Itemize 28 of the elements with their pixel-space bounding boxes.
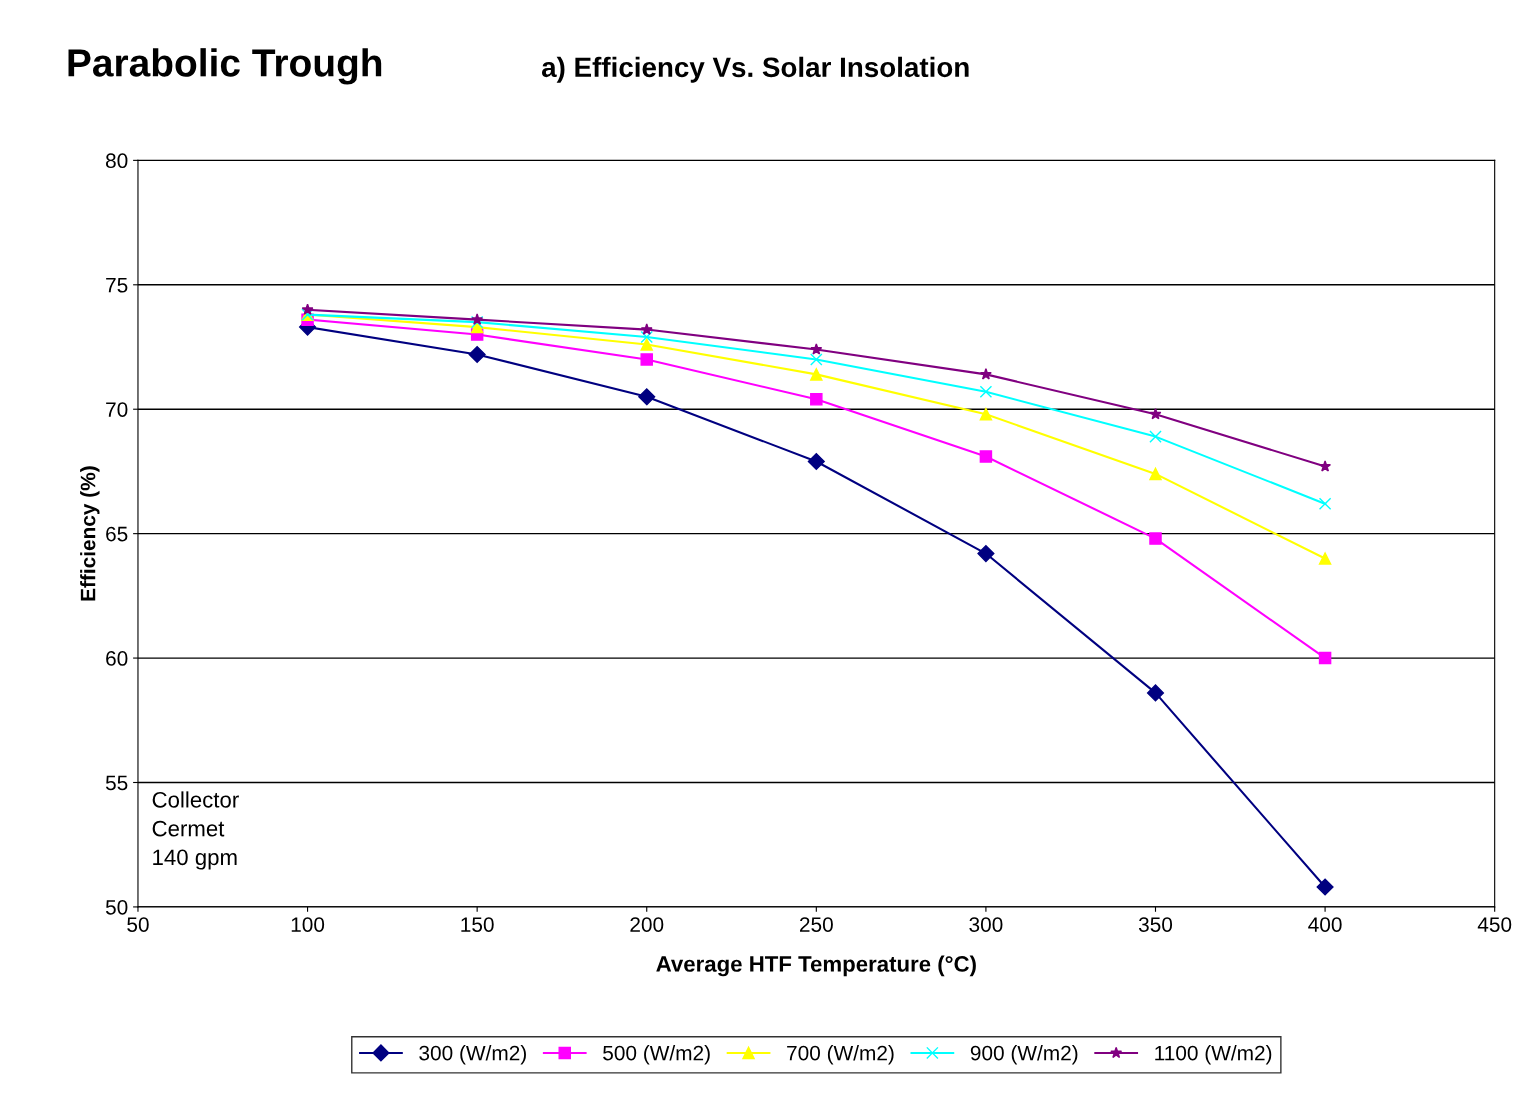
x-tick-label: 400 — [1308, 917, 1342, 932]
annotation: 140 gpm — [153, 849, 237, 870]
legend-label: 900 (W/m2) — [970, 1045, 1078, 1065]
legend-label: 700 (W/m2) — [787, 1045, 894, 1065]
y-tick-label: 65 — [106, 526, 128, 542]
annotation: Collector — [152, 791, 239, 808]
x-tick-label: 100 — [291, 917, 325, 932]
x-axis-title: Average HTF Temperature (°C) — [656, 955, 976, 977]
x-tick-label: 300 — [969, 917, 1003, 932]
legend-label: 1100 (W/m2) — [1155, 1045, 1272, 1065]
y-tick-label: 80 — [105, 153, 128, 169]
x-tick-label: 350 — [1138, 917, 1173, 932]
y-tick-label: 50 — [105, 899, 128, 915]
y-tick-label: 75 — [106, 278, 128, 293]
y-tick-label: 70 — [106, 402, 128, 417]
legend-label: 300 (W/m2) — [419, 1045, 526, 1065]
y-axis-title: Efficiency (%) — [80, 466, 100, 601]
y-tick-label: 55 — [105, 775, 128, 791]
chart-subtitle: a) Efficiency Vs. Solar Insolation — [541, 56, 969, 83]
legend-label: 500 (W/m2) — [603, 1045, 710, 1065]
x-tick-label: 50 — [127, 917, 149, 932]
x-tick-label: 250 — [799, 917, 833, 932]
x-tick-label: 450 — [1477, 917, 1512, 932]
chart-title: Parabolic Trough — [68, 48, 382, 85]
x-tick-label: 150 — [461, 917, 494, 932]
y-tick-label: 60 — [106, 651, 128, 666]
x-tick-label: 200 — [630, 917, 664, 932]
annotation: Cermet — [152, 820, 225, 837]
